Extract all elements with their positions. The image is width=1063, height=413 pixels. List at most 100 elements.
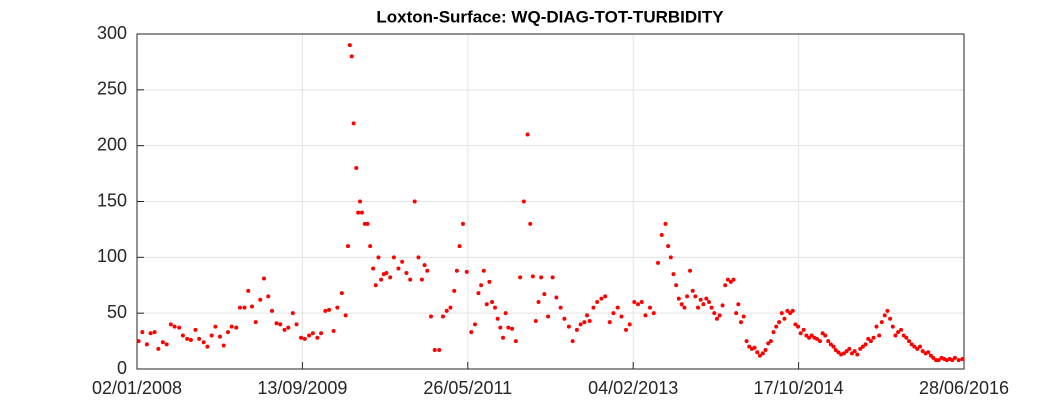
data-point <box>168 322 173 327</box>
data-point <box>863 342 868 347</box>
data-point <box>623 327 628 332</box>
data-point <box>836 350 841 355</box>
data-point <box>408 277 413 282</box>
data-point <box>347 43 352 48</box>
data-point <box>578 322 583 327</box>
data-point <box>847 346 852 351</box>
data-point <box>960 356 965 361</box>
data-point <box>804 333 809 338</box>
data-point <box>282 327 287 332</box>
data-point <box>682 305 687 310</box>
data-point <box>801 327 806 332</box>
y-tick-label: 200 <box>97 134 127 154</box>
data-point <box>611 311 616 316</box>
data-point <box>371 266 376 271</box>
data-point <box>177 325 182 330</box>
data-point <box>807 335 812 340</box>
data-point <box>221 343 226 348</box>
data-point <box>234 325 239 330</box>
data-point <box>890 324 895 329</box>
data-point <box>331 329 336 334</box>
data-point <box>376 255 381 260</box>
data-point <box>833 348 838 353</box>
data-point <box>444 308 449 313</box>
data-point <box>258 297 263 302</box>
data-point <box>885 308 890 313</box>
y-tick-label: 150 <box>97 190 127 210</box>
data-point <box>926 350 931 355</box>
data-point <box>582 320 587 325</box>
x-tick-label: 04/02/2013 <box>588 378 678 398</box>
data-point <box>599 296 604 301</box>
data-point <box>498 325 503 330</box>
data-point <box>266 294 271 299</box>
data-point <box>717 313 722 318</box>
data-point <box>651 311 656 316</box>
data-point <box>706 300 711 304</box>
data-point <box>666 244 671 249</box>
data-point <box>327 307 332 312</box>
data-point <box>339 291 344 296</box>
data-point <box>688 268 693 273</box>
data-point <box>432 348 437 353</box>
data-point <box>506 325 511 330</box>
data-point <box>757 353 762 358</box>
data-point <box>820 331 825 336</box>
data-point <box>907 339 912 344</box>
data-point <box>299 335 304 340</box>
y-tick-label: 100 <box>97 246 127 266</box>
x-tick-label: 13/09/2009 <box>257 378 347 398</box>
data-point <box>668 255 673 260</box>
data-point <box>587 318 592 323</box>
data-point <box>562 316 567 321</box>
data-point <box>457 244 462 249</box>
data-point <box>550 275 555 280</box>
data-point <box>736 302 741 307</box>
data-point <box>788 311 793 316</box>
data-point <box>242 305 247 310</box>
y-tick-label: 250 <box>97 79 127 99</box>
data-point <box>904 335 909 340</box>
data-point <box>636 302 641 307</box>
data-point <box>310 331 315 336</box>
data-point <box>909 342 914 347</box>
data-point <box>763 348 768 353</box>
data-point <box>752 345 757 350</box>
data-point <box>676 296 681 301</box>
data-point <box>728 279 733 284</box>
data-point <box>841 351 846 356</box>
data-point <box>785 308 790 313</box>
data-point <box>469 330 474 335</box>
data-point <box>404 270 409 275</box>
data-point <box>698 297 703 302</box>
y-tick-label: 0 <box>117 358 127 378</box>
data-point <box>901 333 906 338</box>
data-point <box>379 277 384 282</box>
data-point <box>817 339 822 344</box>
data-point <box>815 336 820 341</box>
data-point <box>368 244 373 249</box>
data-point <box>246 288 251 293</box>
data-point <box>595 300 600 304</box>
data-point <box>917 344 922 349</box>
data-point <box>358 199 363 204</box>
data-point <box>696 305 701 310</box>
data-point <box>920 349 925 354</box>
data-point <box>956 358 961 363</box>
data-point <box>373 283 378 288</box>
data-point <box>484 302 489 307</box>
data-point <box>627 322 632 327</box>
data-point <box>172 324 177 329</box>
data-point <box>779 311 784 316</box>
data-point <box>164 342 169 347</box>
data-point <box>290 311 295 316</box>
x-tick-label: 02/01/2008 <box>92 378 182 398</box>
data-point <box>720 303 725 308</box>
data-point <box>365 221 370 226</box>
data-point <box>269 308 274 313</box>
data-point <box>639 300 644 304</box>
data-point <box>796 324 801 329</box>
data-point <box>747 344 752 349</box>
data-point <box>454 268 459 273</box>
